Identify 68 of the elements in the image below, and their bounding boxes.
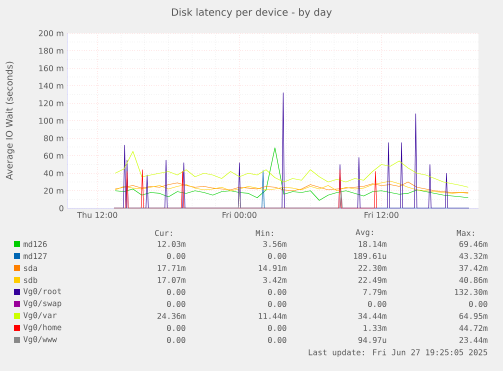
- text: 18.14m: [358, 240, 386, 248]
- legend-label: md127: [24, 252, 47, 260]
- text: Min:: [256, 230, 273, 236]
- text: 0.00: [268, 288, 286, 296]
- text: 0.00: [167, 288, 186, 296]
- text: 132.30m: [455, 288, 488, 296]
- text: 11.44m: [258, 313, 286, 319]
- x-tick-label: Fri 00:00: [222, 212, 256, 218]
- y-axis-title: Average IO Wait (seconds): [6, 62, 14, 180]
- text: Cur:: [155, 230, 172, 236]
- legend-label: Vg0/swap: [23, 300, 62, 308]
- chart-title: Disk latency per device - by day: [172, 8, 332, 18]
- legend-label: Vg0/home: [23, 324, 62, 332]
- text: 22.30m: [358, 264, 386, 272]
- text: 0.00: [167, 300, 186, 308]
- y-tick-label: 140 m: [39, 82, 64, 89]
- text: 0.00: [368, 300, 386, 308]
- legend-label: Vg0/root: [23, 288, 61, 296]
- text: 64.95m: [459, 312, 488, 320]
- text: Last update: Fri Jun 27 19:25:05 2025: [308, 349, 488, 357]
- text: 43.32m: [459, 252, 488, 260]
- text: 0.00: [167, 324, 186, 332]
- text: Max:: [456, 230, 474, 236]
- x-tick-label: Fri 12:00: [364, 212, 398, 218]
- text: 0.00: [268, 336, 286, 344]
- text: 189.61u: [354, 252, 386, 260]
- y-tick-label: 100 m: [39, 118, 64, 124]
- legend-label: sdb: [24, 276, 38, 284]
- text: 94.97u: [358, 336, 386, 344]
- y-tick-label: 200 m: [38, 30, 64, 36]
- y-tick-label: 20 m: [44, 188, 64, 194]
- text: 24.36m: [158, 312, 186, 320]
- text: 0.00: [268, 252, 286, 260]
- y-tick-label: 40 m: [44, 170, 64, 176]
- text: 44.72m: [459, 325, 488, 331]
- line-series: [114, 148, 468, 201]
- text: 40.86m: [459, 276, 488, 284]
- text: 22.49m: [358, 276, 386, 284]
- text: 0.00: [167, 336, 186, 344]
- y-tick-label: 180 m: [39, 48, 64, 54]
- text: 0.00: [268, 324, 286, 332]
- text: 14.91m: [258, 264, 286, 272]
- legend-label: Vg0/var: [23, 312, 57, 320]
- line-series: [114, 151, 468, 188]
- text: 17.71m: [158, 265, 186, 271]
- text: 0.00: [268, 300, 286, 308]
- legend-label: Vg0/www: [23, 336, 57, 344]
- y-tick-label: 0: [59, 205, 64, 212]
- text: 1.33m: [364, 324, 386, 332]
- text: 7.79m: [363, 288, 386, 296]
- legend-label: sda: [24, 264, 37, 272]
- y-tick-label: 80 m: [44, 135, 64, 142]
- y-tick-label: 60 m: [44, 152, 64, 159]
- text: 69.46m: [459, 240, 488, 248]
- y-tick-label: 160 m: [39, 65, 64, 72]
- text: 23.44m: [459, 336, 488, 344]
- text: 0.00: [469, 300, 488, 308]
- text: 12.03m: [158, 240, 186, 248]
- text: 37.42m: [459, 264, 488, 272]
- text: Avg:: [356, 229, 373, 237]
- text: 3.42m: [263, 276, 286, 284]
- text: 34.44m: [358, 312, 386, 320]
- legend-label: md126: [24, 240, 47, 248]
- text: 3.56m: [263, 240, 286, 248]
- x-tick-label: Thu 12:00: [77, 212, 118, 218]
- y-tick-label: 120 m: [39, 100, 64, 106]
- text: 0.00: [167, 252, 186, 260]
- text: 17.07m: [158, 276, 186, 284]
